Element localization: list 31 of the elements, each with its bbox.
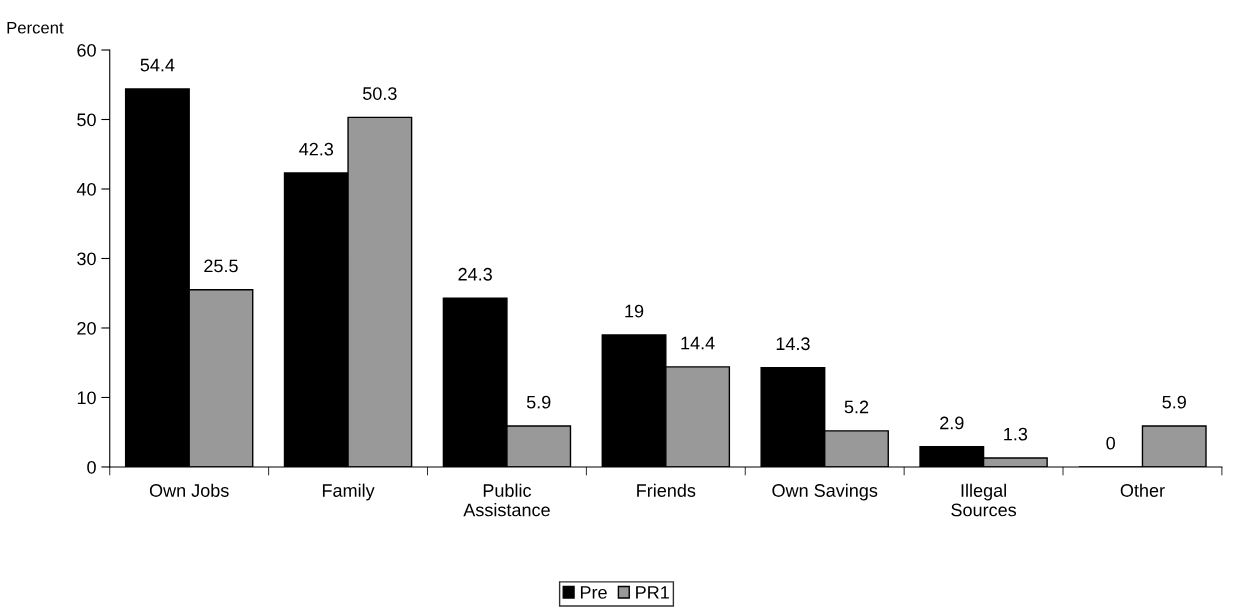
- data-label: 25.5: [204, 259, 238, 273]
- data-label: 19: [625, 304, 644, 318]
- data-label: 5.9: [1162, 395, 1186, 409]
- x-tick-label: Family: [322, 483, 375, 501]
- y-tick-label: 30: [77, 252, 96, 266]
- y-tick-label: 40: [76, 182, 96, 196]
- x-tick-label: Other: [1120, 483, 1165, 497]
- x-tick-label: Own Savings: [772, 483, 878, 501]
- y-tick-label: 0: [87, 460, 96, 474]
- y-tick-label: 50: [77, 113, 96, 127]
- data-label: 1.3: [1004, 427, 1028, 441]
- data-label: 14.4: [681, 336, 715, 350]
- data-label: 54.4: [140, 58, 175, 72]
- data-label: 5.2: [844, 400, 869, 414]
- x-tick-label: Public Assistance: [463, 483, 550, 517]
- x-tick-label: Friends: [637, 483, 696, 497]
- y-tick-label: 20: [77, 321, 96, 335]
- data-label: 2.9: [940, 416, 964, 430]
- data-label: 0: [1106, 436, 1115, 450]
- data-label: 24.3: [458, 267, 492, 281]
- y-tick-label: 10: [77, 391, 96, 405]
- x-tick-label: Own Jobs: [149, 483, 229, 497]
- legend-label: Pre: [580, 586, 607, 599]
- data-label: 42.3: [299, 142, 334, 156]
- y-axis-title: Percent: [7, 21, 64, 34]
- data-label: 5.9: [526, 395, 551, 409]
- legend-label: PR1: [636, 586, 669, 599]
- y-tick-label: 60: [77, 43, 96, 57]
- data-label: 14.3: [776, 337, 810, 351]
- x-tick-label: Illegal Sources: [951, 483, 1017, 517]
- data-label: 50.3: [362, 87, 397, 100]
